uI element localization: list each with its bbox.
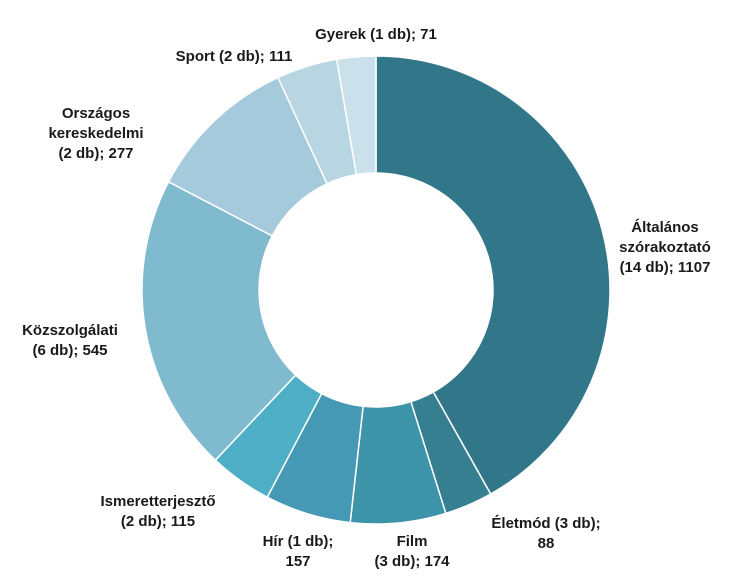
slice-gyerek [335, 55, 377, 176]
slice-kozszolgalati [141, 180, 297, 462]
label-orszagos: Országos kereskedelmi (2 db); 277 [48, 105, 144, 162]
label-altalanos: Általános szórakoztató (14 db); 1107 [619, 219, 711, 276]
label-eletmod: Életmód (3 db); 88 [491, 515, 601, 552]
label-ismeretterjeszto: Ismeretterjesztő (2 db); 115 [100, 493, 216, 530]
label-film: Film (3 db); 174 [374, 533, 450, 570]
slice-altalanos [375, 55, 611, 496]
label-hir: Hír (1 db); 157 [262, 533, 334, 570]
label-kozszolgalati: Közszolgálati (6 db); 545 [22, 322, 118, 359]
label-gyerek: Gyerek (1 db); 71 [315, 26, 437, 43]
label-sport: Sport (2 db); 111 [175, 48, 293, 65]
